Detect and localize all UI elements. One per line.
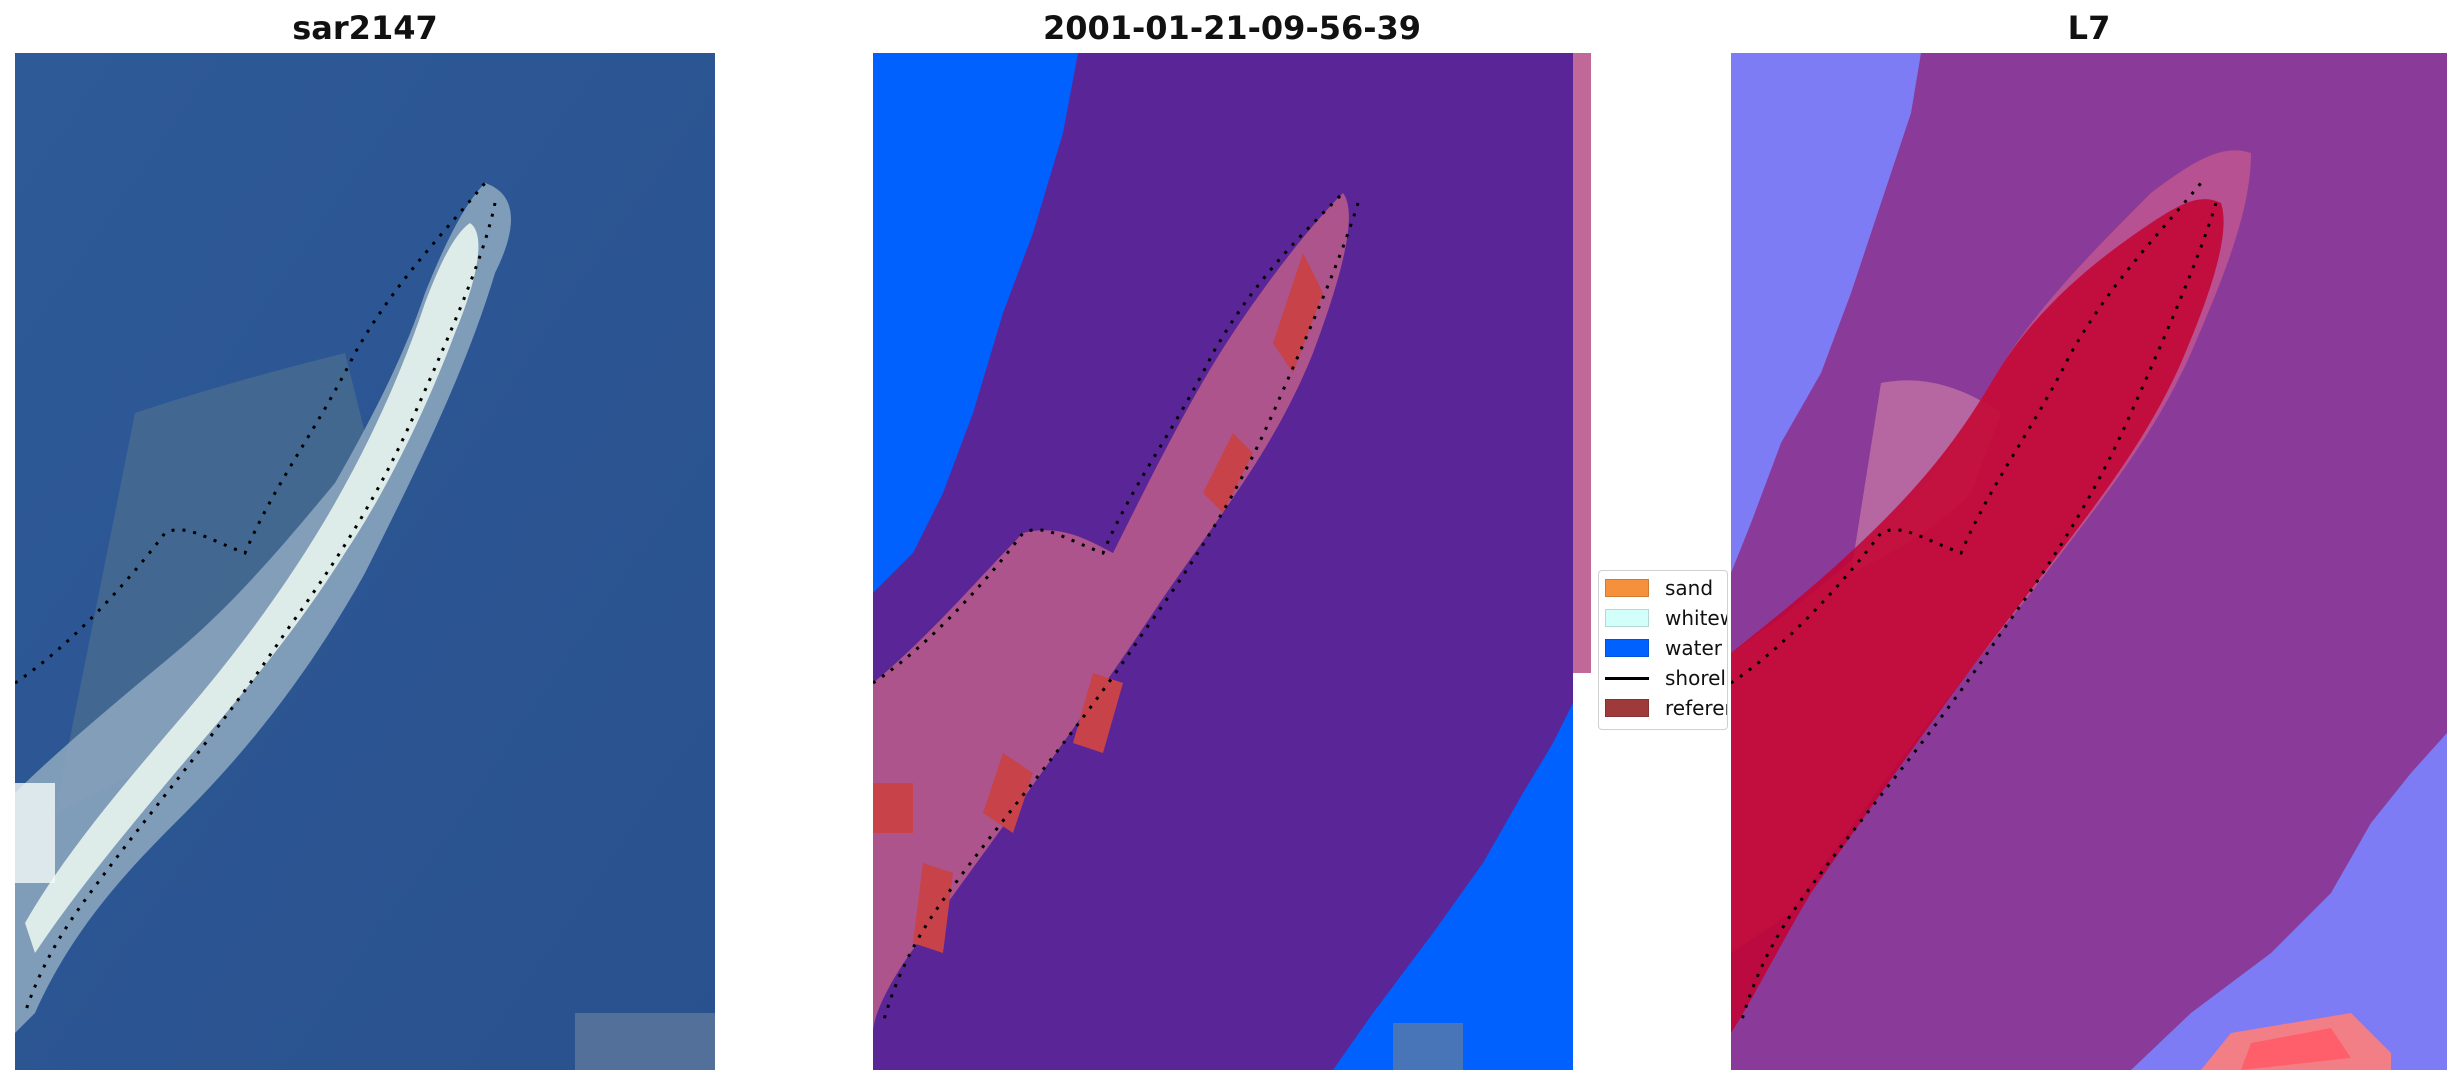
index-image [1731, 53, 2447, 1070]
legend-item-reference: reference [1605, 693, 1727, 723]
legend-label-sand: sand [1665, 576, 1714, 600]
panel-title-rgb: sar2147 [292, 9, 438, 47]
legend-swatch-water [1605, 639, 1649, 657]
panel-title-index: L7 [2067, 9, 2111, 47]
legend-swatch-shoreline [1605, 676, 1649, 680]
classification-image [873, 53, 1591, 1070]
legend-item-water: water [1605, 633, 1722, 663]
panel-title-classification: 2001-01-21-09-56-39 [1042, 9, 1422, 47]
legend-swatch-reference [1605, 699, 1649, 717]
legend-label-shoreline: shoreline [1665, 666, 1727, 690]
legend-swatch-sand [1605, 579, 1649, 597]
legend-swatch-whitewater [1605, 609, 1649, 627]
legend-label-water: water [1665, 636, 1722, 660]
rgb-image [15, 53, 715, 1070]
legend-item-sand: sand [1605, 573, 1713, 603]
legend-label-reference: reference [1665, 696, 1727, 720]
classification-panel [873, 53, 1591, 1070]
rgb-image-panel [15, 53, 715, 1070]
index-image-panel [1731, 53, 2447, 1070]
legend-item-shoreline: shoreline [1605, 663, 1727, 693]
